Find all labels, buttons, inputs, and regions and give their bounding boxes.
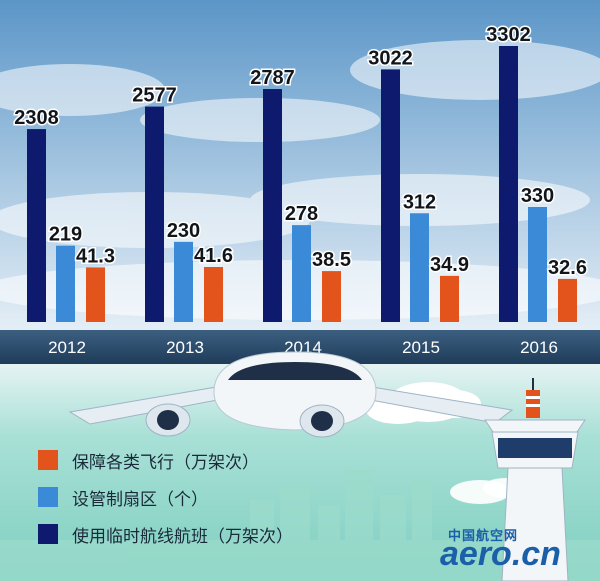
blue-bar	[528, 207, 547, 322]
orange-bar	[204, 267, 223, 322]
blue-value-label: 278	[285, 203, 318, 225]
legend-item-temp-routes: 使用临时航线航班（万架次）	[38, 522, 293, 547]
orange-value-label: 41.3	[76, 245, 115, 267]
blue-bar	[174, 241, 193, 322]
x-tick-label: 2016	[520, 338, 558, 357]
legend-swatch-navy	[38, 524, 58, 544]
legend-label: 使用临时航线航班（万架次）	[72, 526, 293, 547]
navy-bar	[381, 69, 400, 323]
blue-bar	[56, 245, 75, 322]
orange-value-label: 41.6	[194, 245, 233, 267]
blue-value-label: 312	[403, 191, 436, 213]
legend-item-flights: 保障各类飞行（万架次）	[38, 448, 293, 473]
navy-value-label: 2577	[132, 85, 177, 107]
control-tower-illustration	[484, 378, 586, 581]
blue-bar	[410, 213, 429, 322]
blue-bar	[292, 225, 311, 322]
airplane-illustration	[68, 351, 514, 438]
orange-bar	[440, 275, 459, 322]
navy-bar	[263, 89, 282, 323]
navy-value-label: 3302	[486, 24, 531, 46]
x-tick-label: 2013	[166, 338, 204, 357]
bars-layer	[27, 46, 577, 323]
blue-value-label: 230	[167, 220, 200, 242]
watermark-logo: aero.cn	[440, 535, 561, 573]
x-tick-labels-layer: 2012 2013 2014 2015 2016	[48, 338, 558, 357]
legend-label: 设管制扇区（个）	[72, 489, 208, 510]
x-tick-label: 2015	[402, 338, 440, 357]
navy-value-label: 3022	[368, 47, 413, 69]
orange-bar	[86, 267, 105, 322]
orange-bar	[322, 271, 341, 322]
x-tick-label: 2012	[48, 338, 86, 357]
orange-value-label: 34.9	[430, 254, 469, 276]
blue-value-label: 330	[521, 185, 554, 207]
orange-value-label: 38.5	[312, 249, 351, 271]
navy-value-label: 2787	[250, 67, 295, 89]
orange-value-label: 32.6	[548, 257, 587, 279]
watermark: 中国航空网 aero.cn	[438, 525, 594, 575]
legend: 保障各类飞行（万架次） 设管制扇区（个） 使用临时航线航班（万架次）	[38, 448, 293, 559]
legend-label: 保障各类飞行（万架次）	[72, 452, 259, 473]
navy-bar	[27, 129, 46, 322]
watermark-cn-text: 中国航空网	[448, 529, 519, 544]
city-skyline	[0, 470, 600, 581]
blue-value-label: 219	[49, 224, 82, 246]
navy-bar	[145, 106, 164, 322]
legend-swatch-blue	[38, 487, 58, 507]
navy-bar	[499, 46, 518, 322]
orange-bar	[558, 278, 577, 322]
navy-value-label: 2308	[14, 107, 59, 129]
legend-item-sectors: 设管制扇区（个）	[38, 485, 293, 510]
legend-swatch-orange	[38, 450, 58, 470]
